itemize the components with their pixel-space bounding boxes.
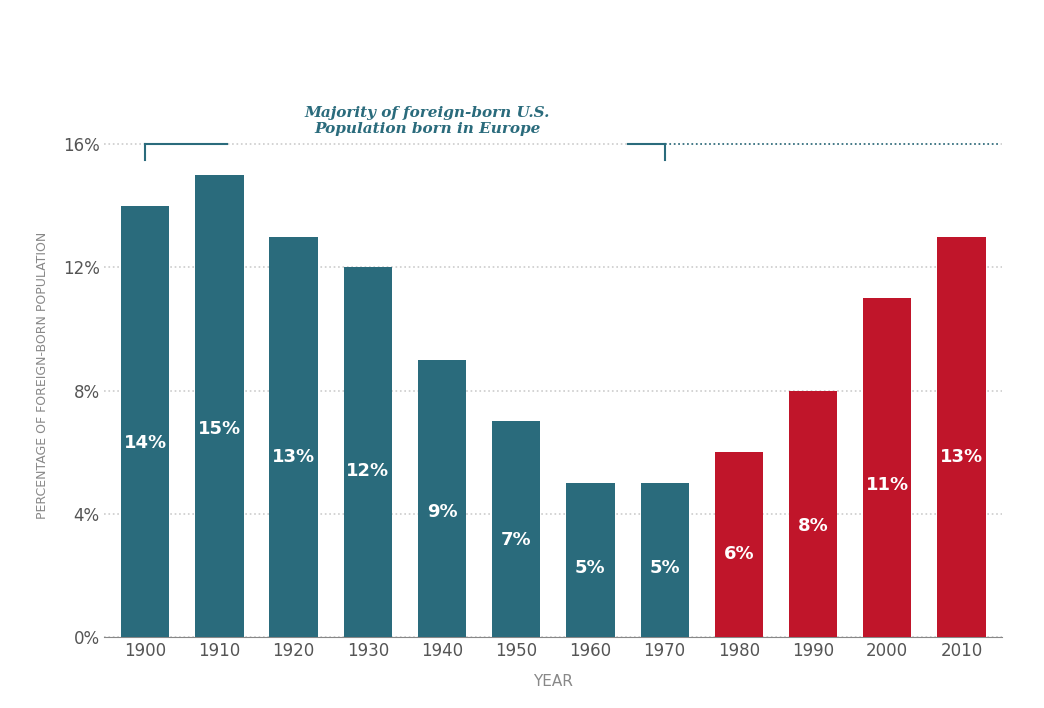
Y-axis label: PERCENTAGE OF FOREIGN-BORN POPULATION: PERCENTAGE OF FOREIGN-BORN POPULATION (35, 232, 49, 519)
Text: 14%: 14% (123, 434, 167, 452)
Bar (492, 421, 541, 637)
Text: 13%: 13% (940, 448, 983, 466)
X-axis label: YEAR: YEAR (533, 674, 573, 689)
Text: Foreign-Born Share of U.S. Population: Foreign-Born Share of U.S. Population (134, 29, 910, 63)
Bar (789, 391, 837, 637)
Bar (715, 452, 763, 637)
Text: 11%: 11% (865, 476, 908, 493)
Text: 12%: 12% (347, 462, 389, 480)
Bar (566, 483, 615, 637)
Bar (269, 236, 317, 637)
Text: 7%: 7% (501, 531, 531, 549)
Text: 5%: 5% (649, 559, 680, 577)
Bar (863, 298, 911, 637)
Bar (343, 268, 392, 637)
Bar (938, 236, 986, 637)
Text: Majority of foreign-born U.S.
Population born in Europe: Majority of foreign-born U.S. Population… (305, 106, 550, 137)
Text: 5%: 5% (575, 559, 606, 577)
Bar (121, 206, 169, 637)
Text: 8%: 8% (798, 518, 828, 535)
Bar (195, 175, 243, 637)
Text: 13%: 13% (272, 448, 315, 466)
Bar (641, 483, 689, 637)
Text: 6%: 6% (723, 545, 754, 563)
Text: 15%: 15% (198, 420, 241, 438)
Text: 9%: 9% (427, 503, 457, 521)
Bar (418, 360, 466, 637)
